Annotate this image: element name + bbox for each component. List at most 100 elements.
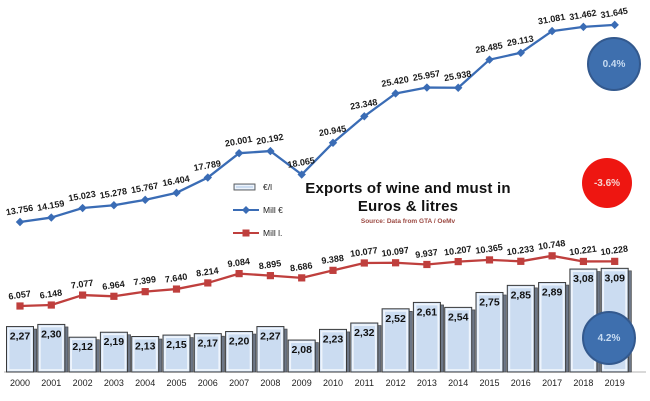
bar-face-2012: [381, 308, 410, 373]
bar-bevel-2014: [445, 308, 471, 371]
mill-eur-point-2007: [234, 148, 244, 158]
mill-litres-point-2012: [392, 259, 400, 267]
x-axis-label-2001: 2001: [41, 378, 61, 388]
mill-eur-label-2007: 20.001: [224, 134, 253, 149]
mill-eur-point-2016: [516, 48, 525, 57]
mill-litres-point-2008: [266, 272, 274, 280]
bar-bevel-2016: [508, 286, 534, 371]
mill-litres-label-2005: 7.640: [164, 272, 188, 285]
mill-litres-label-2013: 9.937: [415, 247, 439, 260]
bar-label-2018: 3,08: [573, 273, 594, 285]
chart-title-line1: Exports of wine and must in: [305, 180, 511, 197]
bar-bevel-2006: [195, 334, 221, 371]
bar-2008: 2,27: [256, 326, 288, 373]
bar-2010: 2,23: [319, 328, 351, 373]
mill-eur-point-2012: [391, 89, 400, 98]
bar-2000: 2,27: [6, 326, 38, 373]
x-axis-label-2015: 2015: [479, 378, 499, 388]
mill-eur-label-2002: 15.023: [68, 189, 97, 204]
mill-eur-point-2006: [203, 173, 212, 182]
mill-litres-point-2015: [485, 256, 494, 264]
x-axis-label-2006: 2006: [198, 378, 218, 388]
bar-label-2005: 2,15: [166, 339, 187, 351]
mill-litres-point-2016: [517, 257, 525, 265]
x-axis-label-2005: 2005: [166, 378, 186, 388]
bar-2012: 2,52: [381, 308, 413, 373]
red-line-square-swatch-icon: [233, 229, 259, 237]
mill-eur-label-2014: 25.938: [443, 68, 472, 83]
bar-label-2009: 2,08: [291, 344, 312, 356]
bar-bevel-2013: [414, 303, 440, 371]
bar-face-2008: [256, 326, 285, 373]
mill-eur-label-2013: 25.957: [412, 68, 441, 83]
mill-litres-label-2019: 10.228: [600, 244, 629, 258]
mill-litres-label-2000: 6.057: [8, 289, 32, 302]
bar-label-2003: 2,19: [104, 336, 125, 348]
legend-label-mill-eur: Mill €: [263, 205, 283, 215]
bar-face-2005: [162, 334, 191, 373]
bar-2009: 2,08: [287, 339, 319, 373]
bar-label-2013: 2,61: [417, 306, 438, 318]
bar-face-2003: [99, 331, 128, 373]
mill-eur-label-2006: 17.789: [193, 158, 222, 173]
mill-litres-label-2009: 8.686: [289, 260, 313, 273]
mill-eur-label-2001: 14.159: [36, 198, 65, 213]
bar-bevel-2002: [70, 338, 95, 371]
mill-litres-point-2010: [329, 266, 337, 274]
bar-face-2011: [350, 322, 379, 373]
mill-litres-point-2007: [235, 270, 243, 278]
mill-litres-point-2003: [110, 292, 118, 300]
x-axis-label-2002: 2002: [73, 378, 93, 388]
bar-label-2011: 2,32: [354, 327, 375, 339]
bar-face-2006: [193, 333, 222, 373]
bar-bevel-2011: [351, 324, 377, 371]
bar-label-2004: 2,13: [135, 341, 156, 353]
mill-litres-point-2019: [611, 257, 619, 265]
bar-2006: 2,17: [193, 333, 225, 373]
bar-face-2004: [131, 336, 160, 373]
bar-face-2015: [475, 291, 504, 373]
mill-eur-point-2015: [485, 55, 494, 64]
bar-2016: 2,85: [506, 284, 538, 373]
bar-face-2002: [68, 336, 97, 373]
mill-eur-label-2005: 16.404: [162, 174, 191, 189]
chart-legend: €/l Mill € Mill l.: [233, 181, 283, 239]
bar-label-2019: 3,09: [604, 272, 625, 284]
mill-litres-label-2003: 6.964: [102, 279, 126, 292]
mill-eur-label-2016: 29.113: [506, 34, 534, 49]
x-axis-label-2007: 2007: [229, 378, 249, 388]
bar-label-2015: 2,75: [479, 296, 500, 308]
blue-line-diamond-swatch-icon: [233, 206, 259, 214]
bar-2004: 2,13: [131, 336, 163, 373]
bar-series-swatch-icon: [233, 183, 256, 191]
bar-2014: 2,54: [444, 306, 476, 373]
chart-title-block: Exports of wine and must in Euros & litr…: [288, 180, 528, 225]
mill-eur-point-2010: [328, 138, 338, 147]
legend-label-mill-litres: Mill l.: [263, 228, 283, 238]
mill-litres-point-2017: [548, 252, 556, 260]
mill-eur-point-2019: [610, 20, 619, 30]
bar-bevel-2015: [477, 293, 502, 371]
mill-eur-point-2011: [360, 112, 369, 121]
x-axis-label-2009: 2009: [292, 378, 312, 388]
legend-label-eur-per-l: €/l: [263, 182, 272, 192]
mill-eur-point-2014: [454, 83, 463, 92]
bar-face-2016: [506, 284, 535, 373]
bar-label-2017: 2,89: [542, 287, 563, 299]
mill-eur-point-2009: [297, 170, 306, 179]
mill-litres-point-2004: [141, 288, 149, 296]
bar-label-2001: 2,30: [41, 328, 62, 340]
mill-litres-label-2007: 9.084: [227, 256, 251, 269]
mill-eur-label-2004: 15.767: [130, 181, 159, 196]
bar-label-2007: 2,20: [229, 336, 250, 348]
mill-litres-label-2001: 6.148: [39, 288, 63, 301]
bar-bevel-2009: [289, 341, 315, 371]
x-axis-label-2013: 2013: [417, 378, 437, 388]
mill-eur-label-2017: 31.081: [537, 12, 566, 27]
mill-litres-line: [19, 254, 615, 308]
bar-2013: 2,61: [412, 301, 444, 373]
bar-bevel-2001: [38, 325, 64, 371]
bar-face-2010: [319, 328, 347, 373]
bar-2001: 2,30: [37, 323, 69, 373]
mill-litres-point-2011: [360, 259, 368, 267]
